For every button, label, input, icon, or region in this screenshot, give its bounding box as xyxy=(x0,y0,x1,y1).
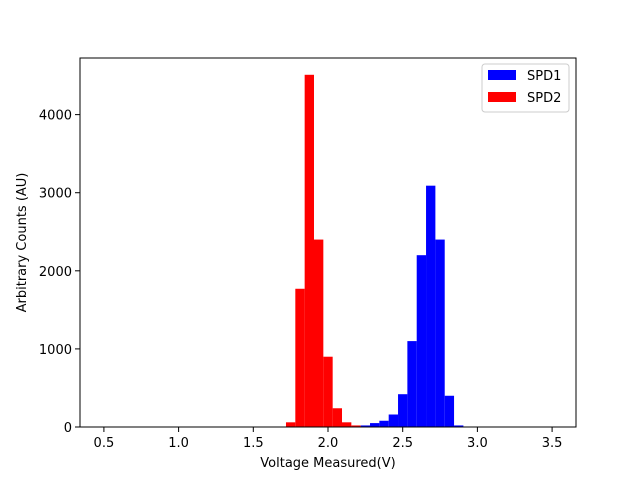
bars-group xyxy=(285,74,464,428)
bar-spd1-8 xyxy=(416,255,427,427)
bar-spd1-10 xyxy=(435,239,445,427)
y-tick-label: 4000 xyxy=(39,109,72,124)
y-tick-label: 2000 xyxy=(39,265,72,280)
bar-spd1-9 xyxy=(426,185,436,427)
bar-spd1-4 xyxy=(379,420,389,427)
bar-spd1-5 xyxy=(388,414,399,427)
bar-spd2-3 xyxy=(313,239,324,427)
plot-frame xyxy=(79,57,577,428)
x-tick-label: 0.5 xyxy=(94,436,115,451)
y-tick-label: 1000 xyxy=(39,343,72,358)
legend-label-spd1: SPD1 xyxy=(527,69,561,84)
bar-spd2-6 xyxy=(342,422,352,427)
legend: SPD1 SPD2 xyxy=(481,63,570,113)
x-axis-label: Voltage Measured(V) xyxy=(260,456,395,471)
x-tick-label: 3.5 xyxy=(542,436,563,451)
bar-spd2-7 xyxy=(351,425,361,427)
x-tick-label: 2.5 xyxy=(392,436,413,451)
bar-spd2-2 xyxy=(304,74,314,428)
bar-spd2-0 xyxy=(285,422,296,427)
bar-spd1-11 xyxy=(444,395,455,427)
legend-label-spd2: SPD2 xyxy=(527,91,561,106)
x-tick-label: 1.0 xyxy=(168,436,189,451)
x-tick-label: 1.5 xyxy=(243,436,264,451)
bar-spd1-12 xyxy=(454,425,464,427)
x-axis-ticks: 0.5 1.0 1.5 2.0 2.5 3.0 3.5 xyxy=(94,427,563,451)
y-axis-label: Arbitrary Counts (AU) xyxy=(15,173,30,313)
y-tick-label: 3000 xyxy=(39,187,72,202)
x-tick-label: 3.0 xyxy=(467,436,488,451)
y-tick-label: 0 xyxy=(64,421,72,436)
x-tick-label: 2.0 xyxy=(318,436,339,451)
bar-spd1-7 xyxy=(407,341,417,427)
legend-swatch-spd2 xyxy=(488,92,516,102)
legend-swatch-spd1 xyxy=(488,70,516,80)
bar-spd1-6 xyxy=(398,394,408,427)
bar-spd2-5 xyxy=(332,408,343,427)
bar-spd1-2 xyxy=(360,425,371,427)
bar-spd2-4 xyxy=(323,356,333,427)
bar-spd2-1 xyxy=(295,288,305,427)
bar-spd1-3 xyxy=(370,423,380,427)
y-axis-ticks: 0 1000 2000 3000 4000 xyxy=(39,109,80,436)
